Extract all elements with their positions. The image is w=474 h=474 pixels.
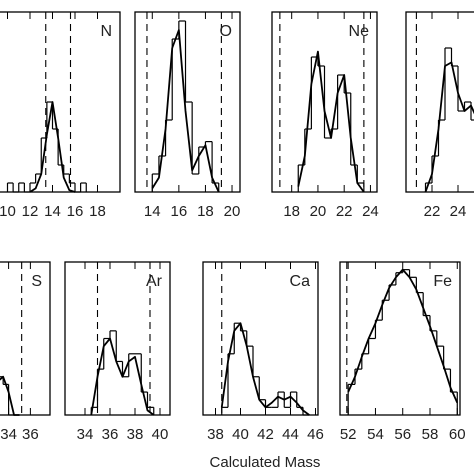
x-tick-label: 60 [449,426,466,443]
fit-curve [0,375,20,416]
x-tick-label: 14 [144,203,161,220]
panel: 14 16 18 20 O [134,11,241,220]
x-tick-label: 24 [362,203,379,220]
x-tick-label: 58 [422,426,439,443]
panel-label: N [100,23,112,40]
x-tick-label: 14 [44,203,61,220]
x-tick-label: 34 [77,426,94,443]
fit-curve [90,337,155,416]
panel-label: S [31,273,42,290]
panel-frame [202,261,319,416]
x-tick-label: 16 [67,203,84,220]
x-tick-label: 42 [257,426,274,443]
x-tick-label: 22 [424,203,441,220]
panel: 38 40 42 44 46 Ca [202,261,324,443]
x-tick-label: 18 [283,203,300,220]
x-tick-label: 16 [171,203,188,220]
fit-curve [29,101,76,193]
x-tick-label: 34 [0,426,17,443]
panel-label: O [220,23,232,40]
x-tick-label: 52 [340,426,357,443]
x-tick-label: 38 [207,426,224,443]
fit-curve [424,61,474,193]
panel: 34 36 S [0,261,51,443]
x-tick-label: 18 [197,203,214,220]
x-tick-label: 20 [310,203,327,220]
x-tick-label: 20 [224,203,241,220]
fit-curve [151,29,220,193]
fit-curve [297,50,365,193]
x-tick-label: 44 [282,426,299,443]
panel: 222426 [405,11,474,220]
panel: 18 20 22 24 Ne [271,11,379,220]
x-tick-label: 12 [22,203,39,220]
panel-label: Ca [290,273,311,290]
x-tick-label: 40 [152,426,169,443]
x-tick-label: 22 [336,203,353,220]
x-axis-label: Calculated Mass [210,454,321,471]
x-tick-label: 56 [394,426,411,443]
panel: 10 12 14 16 18 N [0,11,121,220]
x-tick-label: 10 [0,203,16,220]
x-tick-label: 54 [367,426,384,443]
panel-frame [64,261,171,416]
x-tick-label: 36 [102,426,119,443]
panel-label: Ar [146,273,163,290]
panel: 52 54 56 58 60 Fe [339,261,466,443]
panel-frame [134,11,241,193]
x-tick-label: 40 [232,426,249,443]
panel-label: Ne [349,23,370,40]
panel-label: Fe [433,273,452,290]
x-tick-label: 46 [307,426,324,443]
x-tick-label: 38 [127,426,144,443]
fit-curve [347,268,459,404]
panel-frame [0,261,51,416]
panel-frame [271,11,378,193]
x-tick-label: 18 [89,203,106,220]
x-tick-label: 24 [450,203,467,220]
fit-curve [220,322,310,416]
x-tick-label: 36 [22,426,39,443]
panel-frame [339,261,461,416]
panel: 34 36 38 40 Ar [64,261,171,443]
